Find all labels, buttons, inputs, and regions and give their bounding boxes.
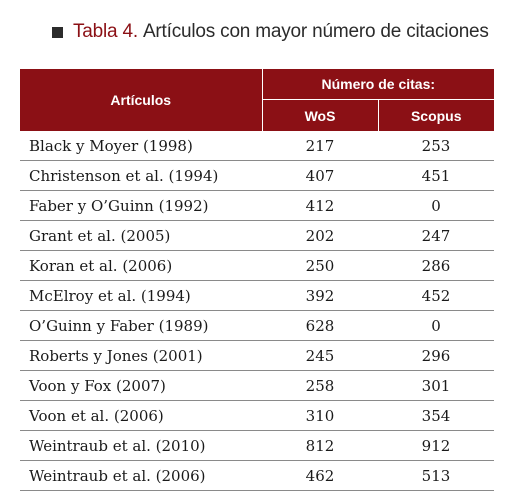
citations-table: Artículos Número de citas: WoS Scopus Bl…	[20, 69, 494, 491]
column-header-articulos: Artículos	[20, 69, 263, 131]
table-row: Weintraub et al. (2006) 462 513	[20, 460, 494, 491]
cell-scopus: 912	[378, 430, 494, 461]
table-row: O’Guinn y Faber (1989) 628 0	[20, 310, 494, 341]
cell-wos: 310	[262, 400, 378, 431]
caption-label: Tabla 4.	[73, 21, 138, 42]
cell-scopus: 247	[378, 220, 494, 251]
bullet-square-icon	[52, 26, 63, 38]
cell-wos: 628	[262, 310, 378, 341]
cell-scopus: 0	[378, 310, 494, 341]
table-row: Roberts y Jones (2001) 245 296	[20, 340, 494, 371]
table-row: Black y Moyer (1998) 217 253	[20, 131, 494, 161]
cell-articulo: Voon y Fox (2007)	[20, 370, 262, 401]
table-header: Artículos Número de citas: WoS Scopus	[20, 69, 494, 131]
column-group-header-citas: Número de citas:	[262, 69, 494, 100]
cell-scopus: 286	[378, 250, 494, 281]
column-header-wos: WoS	[262, 99, 379, 131]
cell-wos: 407	[262, 160, 378, 191]
table-caption: Tabla 4. Artículos con mayor número de c…	[52, 19, 489, 45]
cell-wos: 462	[262, 460, 378, 491]
cell-scopus: 253	[378, 131, 494, 161]
cell-articulo: Grant et al. (2005)	[20, 220, 262, 251]
cell-articulo: Voon et al. (2006)	[20, 400, 262, 431]
cell-articulo: Faber y O’Guinn (1992)	[20, 190, 262, 221]
cell-scopus: 354	[378, 400, 494, 431]
cell-articulo: Roberts y Jones (2001)	[20, 340, 262, 371]
cell-scopus: 296	[378, 340, 494, 371]
cell-wos: 392	[262, 280, 378, 311]
cell-articulo: O’Guinn y Faber (1989)	[20, 310, 262, 341]
cell-wos: 812	[262, 430, 378, 461]
table-row: Christenson et al. (1994) 407 451	[20, 160, 494, 191]
cell-scopus: 301	[378, 370, 494, 401]
cell-wos: 250	[262, 250, 378, 281]
table-row: Faber y O’Guinn (1992) 412 0	[20, 190, 494, 221]
cell-wos: 258	[262, 370, 378, 401]
cell-scopus: 513	[378, 460, 494, 491]
table-row: Weintraub et al. (2010) 812 912	[20, 430, 494, 461]
cell-articulo: Christenson et al. (1994)	[20, 160, 262, 191]
cell-wos: 245	[262, 340, 378, 371]
table-row: McElroy et al. (1994) 392 452	[20, 280, 494, 311]
table-row: Voon et al. (2006) 310 354	[20, 400, 494, 431]
caption-text: Artículos con mayor número de citaciones	[142, 21, 489, 42]
cell-scopus: 452	[378, 280, 494, 311]
column-header-scopus: Scopus	[378, 99, 494, 131]
cell-wos: 217	[262, 131, 378, 161]
cell-wos: 412	[262, 190, 378, 221]
cell-scopus: 451	[378, 160, 494, 191]
cell-scopus: 0	[378, 190, 494, 221]
cell-articulo: Koran et al. (2006)	[20, 250, 262, 281]
cell-articulo: Weintraub et al. (2010)	[20, 430, 262, 461]
table-body: Black y Moyer (1998) 217 253 Christenson…	[20, 131, 494, 491]
table-row: Koran et al. (2006) 250 286	[20, 250, 494, 281]
cell-wos: 202	[262, 220, 378, 251]
table-row: Voon y Fox (2007) 258 301	[20, 370, 494, 401]
cell-articulo: McElroy et al. (1994)	[20, 280, 262, 311]
cell-articulo: Weintraub et al. (2006)	[20, 460, 262, 491]
cell-articulo: Black y Moyer (1998)	[20, 131, 262, 161]
table-row: Grant et al. (2005) 202 247	[20, 220, 494, 251]
